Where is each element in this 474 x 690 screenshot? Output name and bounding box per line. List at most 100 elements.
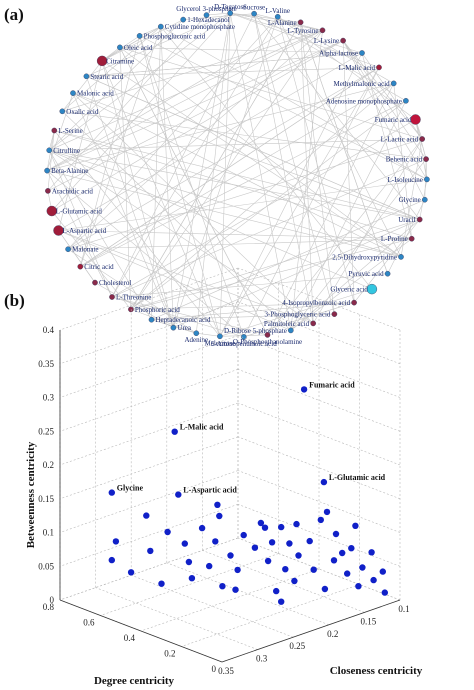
y-axis-title: Degree centricity — [94, 675, 175, 687]
node-label: L-Isoleucine — [388, 176, 423, 184]
node-label: Phosphoric acid — [135, 306, 180, 314]
network-edge — [80, 100, 407, 267]
network-edge — [183, 13, 255, 20]
point-label: Fumaric acid — [309, 380, 355, 389]
scatter-point — [379, 568, 386, 575]
network-edge — [130, 83, 394, 310]
network-node — [410, 114, 421, 125]
scatter-point — [368, 549, 375, 556]
network-edge — [219, 13, 231, 337]
network-edge — [51, 210, 132, 310]
network-edge — [54, 130, 420, 220]
network-edge — [254, 13, 323, 31]
wall-grid-line — [59, 470, 239, 533]
x-axis-title: Closeness centricity — [330, 665, 423, 677]
network-node — [403, 98, 409, 104]
network-node — [408, 235, 415, 242]
network-edge — [353, 219, 420, 303]
network-edge — [111, 16, 278, 298]
floor-grid-line — [166, 562, 329, 626]
floor-grid-line — [202, 550, 365, 613]
y-tick-label: 0 — [212, 664, 217, 674]
node-label: L-Malic acid — [339, 64, 376, 72]
y-tick-label: 0.4 — [124, 633, 136, 643]
scatter-point — [291, 577, 298, 585]
scatter-point — [295, 552, 302, 559]
network-edge — [54, 130, 221, 337]
node-label: Adenosine monophosphate — [326, 97, 402, 105]
network-node — [287, 327, 294, 334]
x-tick-label: 0.15 — [361, 616, 377, 626]
network-edge — [415, 119, 428, 180]
network-edge — [130, 309, 197, 334]
network-edge — [62, 111, 427, 160]
network-edge — [51, 40, 344, 212]
network-edge — [86, 76, 420, 220]
floor-grid-line — [95, 587, 258, 650]
node-label: Melezitose — [205, 339, 236, 347]
network-edge — [290, 100, 407, 331]
network-edge — [243, 67, 380, 338]
scatter-point — [234, 566, 241, 574]
network-edge — [58, 230, 291, 331]
z-tick-label: 0.15 — [38, 494, 54, 504]
scatter-point — [219, 583, 226, 590]
scatter-point — [257, 519, 265, 527]
scatter-point — [198, 524, 206, 532]
network-node — [310, 320, 317, 327]
network-edge — [206, 12, 231, 16]
network-node — [157, 23, 164, 30]
network-edge — [151, 313, 335, 320]
network-node — [59, 108, 66, 115]
network-edge — [86, 67, 380, 77]
network-edge — [94, 282, 174, 328]
network-edge — [86, 76, 174, 328]
network-node — [117, 44, 123, 51]
wall-grid-line — [237, 335, 401, 398]
network-edge — [68, 138, 423, 250]
scatter-point — [355, 583, 362, 590]
wall-grid-line — [237, 504, 401, 567]
node-label: L-Lactic acid — [381, 136, 419, 144]
network-node — [421, 196, 428, 203]
network-edge — [160, 26, 428, 180]
network-node — [359, 50, 365, 56]
network-edge — [139, 35, 245, 337]
scatter-point — [212, 538, 219, 545]
scatter-point — [332, 530, 340, 538]
chart-points — [108, 386, 388, 605]
network-edge — [253, 13, 314, 324]
scatter-point — [330, 557, 338, 564]
network-node — [398, 254, 404, 260]
network-edge — [267, 83, 394, 336]
network-edge — [196, 13, 231, 334]
scatter-point — [227, 552, 234, 559]
network-node — [251, 10, 257, 17]
node-label: D-Tagatose — [214, 3, 246, 11]
network-node — [109, 294, 115, 300]
node-label: D-Ribose 5-phosphate — [224, 327, 287, 335]
x-tick-label: 0.3 — [256, 654, 268, 664]
network-edge — [58, 179, 427, 231]
network-edge — [230, 12, 380, 68]
scatter-point — [344, 570, 351, 577]
x-tick-label: 0.2 — [327, 629, 338, 639]
network-edge — [58, 60, 103, 231]
network-edge — [101, 60, 402, 258]
network-edge — [196, 332, 220, 337]
network-node — [297, 19, 304, 26]
network-node — [351, 299, 357, 306]
scatter-point — [261, 524, 269, 531]
network-edge — [86, 52, 363, 77]
network-edge — [253, 13, 420, 220]
network-edge — [130, 219, 420, 310]
wall-grid-line — [59, 504, 239, 567]
node-label: L-Valine — [265, 7, 290, 15]
network-edge — [312, 138, 423, 324]
scatter-point — [370, 576, 377, 584]
scatter-point — [310, 566, 317, 573]
node-label: 2,5-Dihydroxypyridine — [332, 253, 397, 261]
network-edge — [111, 119, 416, 298]
